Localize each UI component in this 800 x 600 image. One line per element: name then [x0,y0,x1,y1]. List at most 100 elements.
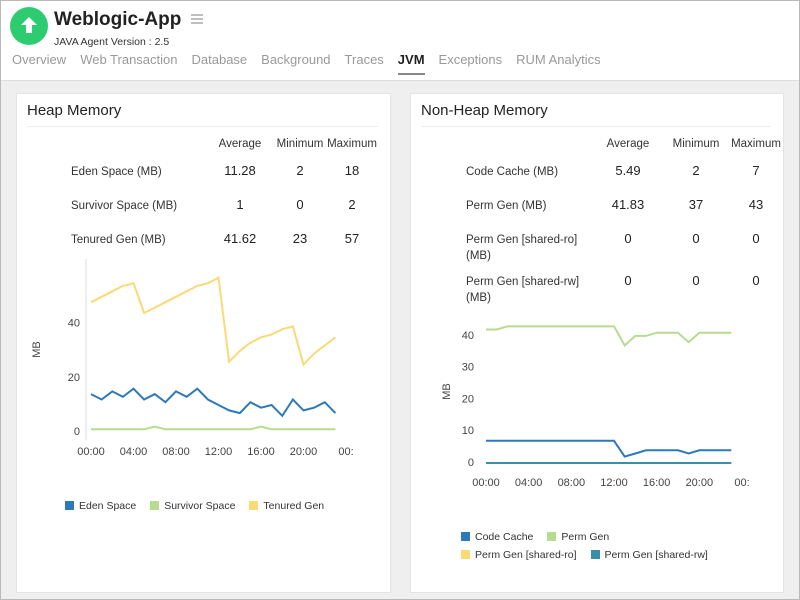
cell-value: 41.83 [611,197,645,212]
y-tick-label: 0 [74,426,80,438]
x-tick-label: 00:00 [472,477,500,489]
panel-title: Heap Memory [27,102,122,119]
x-tick-label: 00:00 [77,446,105,458]
x-tick-label: 16:00 [247,446,275,458]
column-header: Maximum [327,138,377,150]
cell-value: 0 [752,273,760,288]
series-line [486,439,732,458]
legend-item[interactable]: Survivor Space [150,500,235,512]
cell-value: 43 [748,197,764,212]
legend-swatch [65,501,74,510]
cell-value: 5.49 [615,163,641,178]
cell-value: 2 [296,163,304,178]
y-axis-label: MB [31,341,43,358]
row-label: Perm Gen (MB) [466,200,547,212]
column-header: Minimum [276,138,324,150]
legend-item[interactable]: Tenured Gen [249,500,324,512]
x-tick-label: 12:00 [205,446,233,458]
legend-swatch [150,501,160,510]
cell-value: 2 [348,197,356,212]
column-header: Maximum [731,138,781,150]
cell-value: 0 [692,273,700,288]
cell-value: 41.62 [223,231,257,246]
x-tick-label: 04:00 [120,446,148,458]
y-tick-label: 10 [462,425,474,437]
y-tick-label: 20 [68,372,80,384]
cell-value: 11.28 [224,163,256,178]
series-line [486,325,732,347]
legend-item[interactable]: Code Cache [461,531,533,543]
y-tick-label: 0 [468,457,474,469]
legend-swatch [547,532,557,541]
x-tick-label: 00: [338,446,353,458]
cell-value: 57 [344,231,360,246]
x-tick-label: 04:00 [515,477,543,489]
x-tick-label: 08:00 [558,477,586,489]
cell-value: 37 [688,197,704,212]
series-line [91,425,336,431]
content: Heap Memory Average Minimum Maximum Eden Spa… [1,80,799,599]
tab[interactable]: JVM [397,52,425,75]
tab[interactable]: Traces [344,52,384,67]
row-label: Code Cache (MB) [466,166,559,178]
column-header: Minimum [672,138,720,150]
legend-label: Code Cache [475,531,534,543]
cell-value: 23 [292,231,308,246]
legend-swatch [590,550,600,559]
legend-label: Tenured Gen [263,500,325,512]
legend-label: Perm Gen [shared-ro] [475,549,577,561]
divider [27,126,378,127]
row-label: Eden Space (MB) [71,166,162,178]
legend-item[interactable]: Perm Gen [shared-ro] [461,549,577,561]
app-icon [10,7,48,45]
line-chart: 0 10 20 30 40 00:00 04:00 08:00 12:00 16:00 20:00 0… [441,325,750,489]
y-tick-label: 30 [462,362,474,374]
cell-value: 18 [344,163,360,178]
series-line [90,276,337,367]
tab[interactable]: Exceptions [438,52,503,67]
y-axis-label: MB [441,383,453,400]
cell-value: 1 [236,197,244,212]
legend-item[interactable]: Perm Gen [547,531,609,543]
x-tick-label: 20:00 [686,477,714,489]
column-header: Average [218,138,262,150]
cell-value: 0 [624,273,632,288]
y-tick-label: 20 [462,393,474,405]
legend-label: Perm Gen [561,531,610,543]
menu-icon[interactable] [190,13,204,25]
legend: Eden Space Survivor Space Tenured Gen [65,500,385,512]
x-tick-label: 12:00 [600,477,628,489]
cell-value: 0 [752,231,760,246]
y-tick-label: 40 [462,330,474,342]
tab[interactable]: Web Transaction [80,52,178,67]
tab[interactable]: Database [191,52,248,67]
panel: Heap Memory Average Minimum Maximum Eden Spa… [16,93,391,593]
legend-label: Perm Gen [shared-rw] [604,549,708,561]
legend-label: Survivor Space [164,500,236,512]
legend-swatch [249,501,259,510]
x-tick-label: 00: [734,477,749,489]
legend-item[interactable]: Perm Gen [shared-rw] [590,549,708,561]
tab[interactable]: Overview [12,52,67,67]
cell-value: 0 [624,231,632,246]
cell-value: 7 [752,163,760,178]
legend-swatch [461,532,470,541]
row-label: Survivor Space (MB) [71,200,178,212]
x-tick-label: 16:00 [643,477,671,489]
row-label: Perm Gen [shared-ro] (MB) [466,234,578,262]
tab-bar: Overview Web Transaction Database Backgroun… [12,52,601,75]
row-label: Perm Gen [shared-rw] (MB) [466,276,580,304]
tab[interactable]: RUM Analytics [516,52,601,67]
title-text: Weblogic-App [54,9,182,30]
divider [421,126,771,127]
x-tick-label: 08:00 [162,446,190,458]
panel: Non-Heap Memory Average Minimum Maximum Code… [410,93,784,593]
tab[interactable]: Background [261,52,331,67]
legend-item[interactable]: Eden Space [65,500,136,512]
legend: Code Cache Perm Gen Perm Gen [shared-ro] Pe… [461,531,723,561]
line-chart: 0 20 40 00:00 04:00 08:00 12:00 16:00 20:00 00: MB [31,259,354,458]
panel-title: Non-Heap Memory [421,102,548,119]
legend-swatch [461,550,470,559]
legend-label: Eden Space [79,500,137,512]
